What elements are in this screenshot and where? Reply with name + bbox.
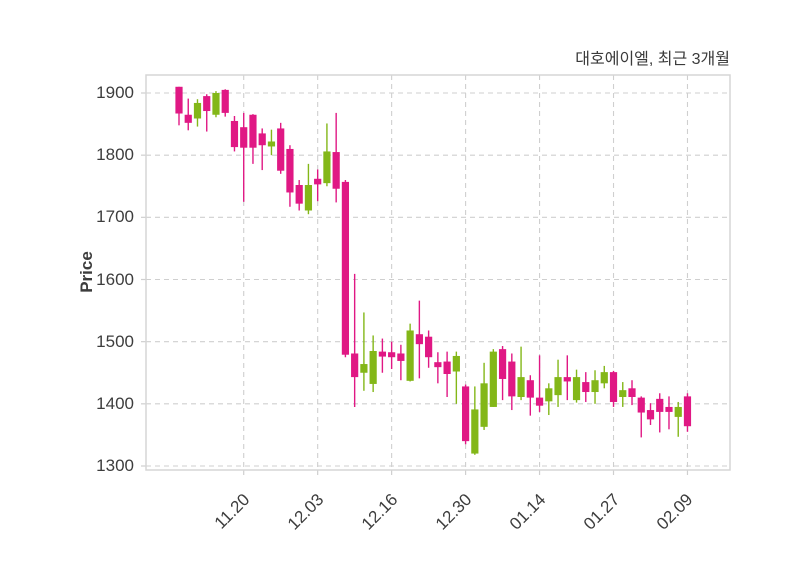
candle-body-down bbox=[388, 352, 396, 358]
candle-body-down bbox=[240, 127, 248, 148]
candle-body-up bbox=[360, 364, 368, 373]
candle-body-up bbox=[304, 185, 313, 211]
candle-body-up bbox=[193, 102, 202, 119]
chart-title: 대호에이엘, 최근 3개월 bbox=[575, 51, 730, 68]
candle-body-up bbox=[480, 383, 488, 427]
candle-body-up bbox=[572, 377, 581, 401]
candle-body-down bbox=[646, 410, 655, 420]
y-tick-label: 1300 bbox=[96, 456, 134, 475]
candle-body-down bbox=[461, 386, 470, 442]
candle-body-up bbox=[369, 350, 377, 384]
candle-body-up bbox=[619, 390, 627, 397]
y-tick-label: 1600 bbox=[96, 269, 134, 289]
candle-body-down bbox=[314, 178, 322, 185]
candle-body-down bbox=[286, 148, 294, 193]
candle-body-down bbox=[656, 398, 664, 412]
candle-body-up bbox=[267, 141, 276, 147]
candle-body-up bbox=[489, 351, 497, 407]
candle-body-down bbox=[221, 89, 229, 113]
candle-body-down bbox=[498, 349, 507, 379]
candle-body-up bbox=[554, 377, 562, 396]
candle-body-up bbox=[674, 406, 682, 417]
candle-body-down bbox=[563, 377, 571, 382]
candle-body-down bbox=[425, 336, 433, 358]
candle-body-up bbox=[323, 151, 331, 184]
candle-body-down bbox=[295, 185, 303, 204]
candle-body-down bbox=[434, 362, 442, 368]
candle-body-down bbox=[508, 361, 516, 397]
candle-body-up bbox=[591, 380, 599, 393]
candle-body-up bbox=[471, 409, 479, 454]
candle-body-down bbox=[443, 361, 451, 374]
candle-body-up bbox=[212, 93, 220, 115]
candle-body-down bbox=[230, 120, 239, 148]
candle-body-down bbox=[526, 380, 534, 398]
candle-body-down bbox=[341, 181, 350, 355]
y-tick-label: 1700 bbox=[96, 207, 134, 227]
candle-body-down bbox=[184, 114, 192, 123]
candle-body-up bbox=[600, 372, 608, 384]
candle-body-up bbox=[452, 355, 460, 372]
candle-body-up bbox=[545, 388, 553, 402]
y-tick-label: 1800 bbox=[96, 145, 134, 165]
candle-body-down bbox=[332, 152, 340, 189]
candle-body-down bbox=[351, 353, 359, 378]
candle-body-down bbox=[175, 86, 183, 114]
candle-body-down bbox=[415, 334, 423, 345]
candle-body-down bbox=[665, 406, 673, 412]
y-tick-label: 1400 bbox=[96, 393, 134, 413]
candle-body-down bbox=[609, 372, 618, 402]
candle-body-down bbox=[582, 382, 590, 393]
candle-body-down bbox=[277, 128, 285, 171]
y-tick-label: 1900 bbox=[96, 83, 134, 102]
y-tick-label: 1500 bbox=[96, 331, 134, 351]
candle-body-down bbox=[683, 396, 692, 427]
candle-body-down bbox=[378, 351, 386, 357]
candle-body-down bbox=[628, 388, 636, 397]
candle-body-down bbox=[535, 397, 544, 406]
candle-body-down bbox=[203, 96, 211, 112]
candle-body-down bbox=[258, 133, 266, 146]
plot-border bbox=[145, 74, 731, 471]
candle-body-up bbox=[406, 330, 414, 381]
candle-body-down bbox=[397, 353, 405, 361]
candle-body-down bbox=[249, 114, 257, 148]
candle-body-up bbox=[517, 377, 525, 397]
candle-body-down bbox=[637, 397, 645, 413]
